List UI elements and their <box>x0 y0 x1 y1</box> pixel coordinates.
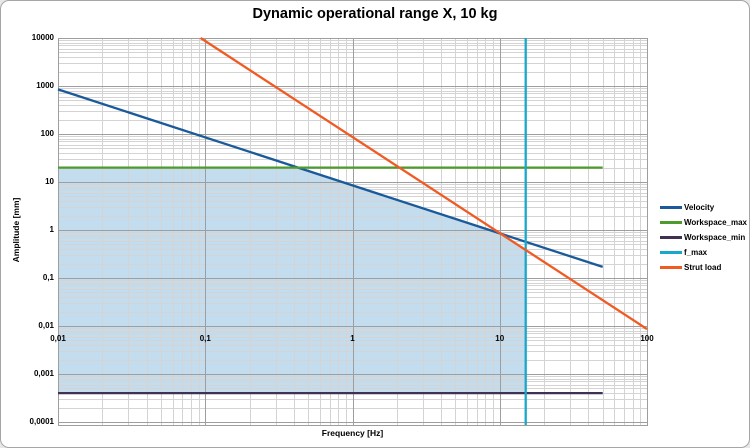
legend: Velocity Workspace_max Workspace_min f_max S… <box>660 200 747 275</box>
chart-title: Dynamic operational range X, 10 kg <box>252 6 498 22</box>
series-line-strut-load <box>199 37 648 331</box>
y-tick-label: 1000 <box>36 81 54 90</box>
legend-label: Workspace_min <box>684 233 746 242</box>
legend-swatch <box>660 251 682 254</box>
legend-swatch <box>660 266 682 269</box>
x-tick-label: 0,1 <box>199 334 211 343</box>
legend-label: Workspace_max <box>684 218 747 227</box>
legend-item-velocity: Velocity <box>660 200 747 215</box>
legend-label: Strut load <box>684 263 722 272</box>
legend-swatch <box>660 206 682 209</box>
plot-frame <box>58 38 648 426</box>
x-tick-label: 100 <box>640 334 654 343</box>
x-tick-label: 1 <box>350 334 355 343</box>
y-tick-label: 1 <box>49 225 54 234</box>
y-tick-label: 0,0001 <box>29 417 54 426</box>
legend-item-workspace-min: Workspace_min <box>660 230 747 245</box>
x-tick-label: 10 <box>495 334 505 343</box>
legend-swatch <box>660 221 682 224</box>
legend-item-f-max: f_max <box>660 245 747 260</box>
y-tick-label: 0,01 <box>38 321 54 330</box>
y-tick-label: 0,1 <box>42 273 54 282</box>
legend-swatch <box>660 236 682 239</box>
y-tick-label: 100 <box>40 129 54 138</box>
y-tick-label: 0,001 <box>33 369 54 378</box>
y-tick-label: 10 <box>45 177 54 186</box>
x-axis-title: Frequency [Hz] <box>321 428 384 438</box>
y-tick-label: 10000 <box>31 33 54 42</box>
legend-label: Velocity <box>684 203 715 212</box>
series-line-velocity <box>57 88 604 268</box>
legend-item-workspace-max: Workspace_max <box>660 215 747 230</box>
legend-label: f_max <box>684 248 708 257</box>
x-tick-label: 0,01 <box>50 334 66 343</box>
legend-item-strut-load: Strut load <box>660 260 747 275</box>
